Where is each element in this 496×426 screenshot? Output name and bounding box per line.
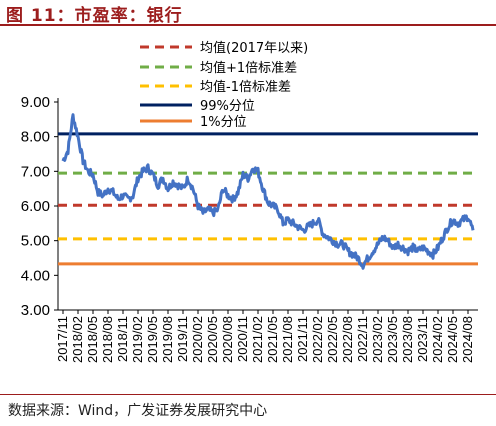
x-tick-label: 2019/11	[175, 316, 190, 362]
x-tick-label: 2019/05	[145, 316, 160, 363]
source-rule	[0, 394, 496, 395]
y-tick-label: 6.00	[21, 198, 50, 215]
x-tick-label: 2023/08	[400, 316, 415, 363]
x-axis-ticks: 2017/11 2018/02 2018/05 2018/08 2018/11 2019/…	[55, 310, 475, 363]
y-tick-label: 3.00	[21, 302, 50, 319]
y-tick-label: 4.00	[21, 267, 50, 284]
x-tick-label: 2019/02	[130, 316, 145, 363]
x-tick-label: 2018/08	[100, 316, 115, 363]
x-tick-label: 2017/11	[55, 316, 70, 362]
x-tick-label: 2020/02	[190, 316, 205, 363]
figure-title: 图 11：市盈率：银行	[6, 6, 183, 26]
x-tick-label: 2022/11	[355, 316, 370, 362]
x-tick-label: 2018/05	[85, 316, 100, 363]
x-tick-label: 2020/08	[220, 316, 235, 363]
x-tick-label: 2024/08	[460, 316, 475, 363]
x-tick-label: 2024/05	[445, 316, 460, 363]
x-tick-label: 2021/02	[250, 316, 265, 363]
x-tick-label: 2021/05	[265, 316, 280, 363]
pe-series-line	[61, 113, 475, 270]
legend-label-4: 1%分位	[200, 115, 247, 130]
source-note: 数据来源：Wind，广发证券发展研究中心	[8, 403, 268, 419]
x-tick-label: 2023/02	[370, 316, 385, 363]
x-tick-label: 2022/02	[310, 316, 325, 363]
x-tick-label: 2021/11	[295, 316, 310, 362]
x-tick-label: 2024/02	[430, 316, 445, 363]
legend-label-1: 均值+1倍标准差	[200, 60, 297, 76]
x-tick-label: 2023/05	[385, 316, 400, 363]
x-tick-label: 2020/11	[235, 316, 250, 362]
y-tick-label: 9.00	[21, 94, 50, 111]
y-tick-label: 7.00	[21, 163, 50, 180]
legend-label-0: 均值(2017年以来)	[200, 40, 308, 56]
x-tick-label: 2021/08	[280, 316, 295, 363]
y-tick-label: 5.00	[21, 233, 50, 250]
legend-label-3: 99%分位	[200, 99, 255, 114]
y-axis-ticks: 9.00 8.00 7.00 6.00 5.00 4.00 3.00	[21, 94, 58, 319]
x-tick-label: 2018/02	[70, 316, 85, 363]
x-tick-label: 2019/08	[160, 316, 175, 363]
y-tick-label: 8.00	[21, 129, 50, 146]
legend-label-2: 均值-1倍标准差	[200, 79, 291, 95]
x-tick-label: 2020/05	[205, 316, 220, 363]
x-tick-label: 2018/11	[115, 316, 130, 362]
x-tick-label: 2023/11	[415, 316, 430, 362]
x-tick-label: 2022/05	[325, 316, 340, 363]
title-rule	[0, 24, 496, 26]
series-group	[61, 113, 475, 270]
x-tick-label: 2022/08	[340, 316, 355, 363]
